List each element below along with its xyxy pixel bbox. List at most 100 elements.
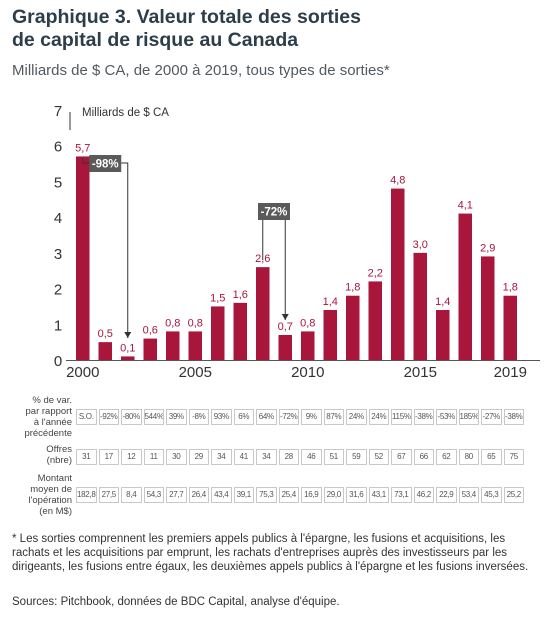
title-line-2: de capital de risque au Canada <box>12 29 299 51</box>
annotation-connector-to <box>121 162 129 338</box>
y-tick-label: 4 <box>54 210 62 227</box>
bar-value-label: 0,1 <box>120 342 135 354</box>
bar <box>346 295 360 360</box>
table-cell: 115% <box>391 409 412 425</box>
unit-label: Milliards de $ CA <box>82 107 169 119</box>
bar <box>211 306 225 360</box>
deal-count-row-label: Offres (nbre) <box>0 444 72 466</box>
table-cell: 27,5 <box>98 487 119 503</box>
table-cell: 31 <box>76 449 97 465</box>
table-cell: 65 <box>481 449 502 465</box>
row-label-line: moyen de <box>30 484 72 495</box>
bar <box>76 156 90 360</box>
table-cell: 64% <box>256 409 277 425</box>
row-label-line: (nbre) <box>46 455 72 466</box>
annotation-box <box>89 155 122 172</box>
table-cell: 43,1 <box>368 487 389 503</box>
table-cell: 93% <box>211 409 232 425</box>
table-cell: 34 <box>256 449 277 465</box>
table-cell: 87% <box>323 409 344 425</box>
bar <box>458 213 472 360</box>
table-cell: 62 <box>436 449 457 465</box>
row-label-line: % de var. <box>32 395 72 406</box>
table-cell: 185% <box>458 409 479 425</box>
bar <box>143 338 157 360</box>
bar-value-label: 3,0 <box>413 239 428 251</box>
bar <box>278 335 292 360</box>
avg-deal-size-row-label: Montant moyen de l'opération (en M$) <box>0 473 72 517</box>
row-label-line: l'opération <box>28 495 72 506</box>
x-tick-label: 2005 <box>179 364 212 381</box>
bar <box>436 310 450 360</box>
table-cell: 26,4 <box>188 487 209 503</box>
x-tick-label: 2000 <box>66 364 99 381</box>
table-cell: 41 <box>233 449 254 465</box>
row-label-line: précédente <box>24 428 72 439</box>
table-cell: 24% <box>346 409 367 425</box>
table-cell: 544% <box>143 409 164 425</box>
table-cell: 39% <box>166 409 187 425</box>
table-cell: 52 <box>368 449 389 465</box>
bar-value-label: 4,8 <box>390 175 405 187</box>
table-cell: 29 <box>188 449 209 465</box>
bar-value-label: 1,8 <box>503 282 518 294</box>
bar-value-label: 1,4 <box>435 296 450 308</box>
bar <box>481 256 495 360</box>
table-cell: 67 <box>391 449 412 465</box>
annotation-connector-to <box>284 210 290 320</box>
table-cell: 46,2 <box>413 487 434 503</box>
bar <box>391 188 405 360</box>
table-cell: 66 <box>413 449 434 465</box>
y-tick-label: 3 <box>54 246 62 263</box>
row-label-line: Offres <box>46 444 72 455</box>
table-cell: -92% <box>98 409 119 425</box>
table-cell: 54,3 <box>143 487 164 503</box>
bar-value-label: 2,2 <box>368 267 383 279</box>
y-tick-label: 7 <box>54 103 62 120</box>
annotation-label: -72% <box>261 207 288 219</box>
table-cell: 31,6 <box>346 487 367 503</box>
table-cell: -38% <box>413 409 434 425</box>
y-tick-label: 2 <box>54 282 62 299</box>
table-cell: 11 <box>143 449 164 465</box>
table-cell: -53% <box>436 409 457 425</box>
table-cell: 75,3 <box>256 487 277 503</box>
bar <box>301 331 315 360</box>
bar <box>323 310 337 360</box>
bar <box>503 295 517 360</box>
table-cell: 59 <box>346 449 367 465</box>
bar-value-label: 0,5 <box>98 328 113 340</box>
y-tick-label: 5 <box>54 174 62 191</box>
y-tick-label: 6 <box>54 139 62 156</box>
table-cell: 43,4 <box>211 487 232 503</box>
bar <box>413 252 427 360</box>
deal-count-row: 31 17 12 11 30 29 34 41 34 28 46 51 59 52 67 66 62 80 65 75 <box>76 449 526 465</box>
table-cell: 24% <box>368 409 389 425</box>
table-cell: 182,8 <box>76 487 97 503</box>
table-cell: S.O. <box>76 409 97 425</box>
bar-value-label: 2,9 <box>480 242 495 254</box>
table-cell: 30 <box>166 449 187 465</box>
footnote: * Les sorties comprennent les premiers a… <box>12 533 529 573</box>
y-tick-label: 1 <box>54 317 62 334</box>
table-cell: 39,1 <box>233 487 254 503</box>
bar <box>233 302 247 360</box>
row-label-line: (en M$) <box>39 506 72 517</box>
table-cell: -80% <box>121 409 142 425</box>
annotation-arrowhead <box>124 332 132 338</box>
annotation-connector-from <box>82 158 90 164</box>
pct-change-row-label: % de var. par rapport à l'année précédente <box>0 395 72 439</box>
bar-value-label: 1,4 <box>323 296 338 308</box>
bar-value-label: 0,6 <box>143 325 158 337</box>
bar-value-label: 0,8 <box>165 317 180 329</box>
table-cell: 46 <box>301 449 322 465</box>
bar <box>256 267 270 360</box>
y-tick-label: 0 <box>54 353 62 370</box>
table-cell: -72% <box>278 409 299 425</box>
bar-value-label: 1,5 <box>210 292 225 304</box>
source-note: Sources: Pitchbook, données de BDC Capit… <box>12 596 340 608</box>
table-cell: -8% <box>188 409 209 425</box>
table-cell: 25,4 <box>278 487 299 503</box>
bar-value-label: 1,8 <box>345 282 360 294</box>
